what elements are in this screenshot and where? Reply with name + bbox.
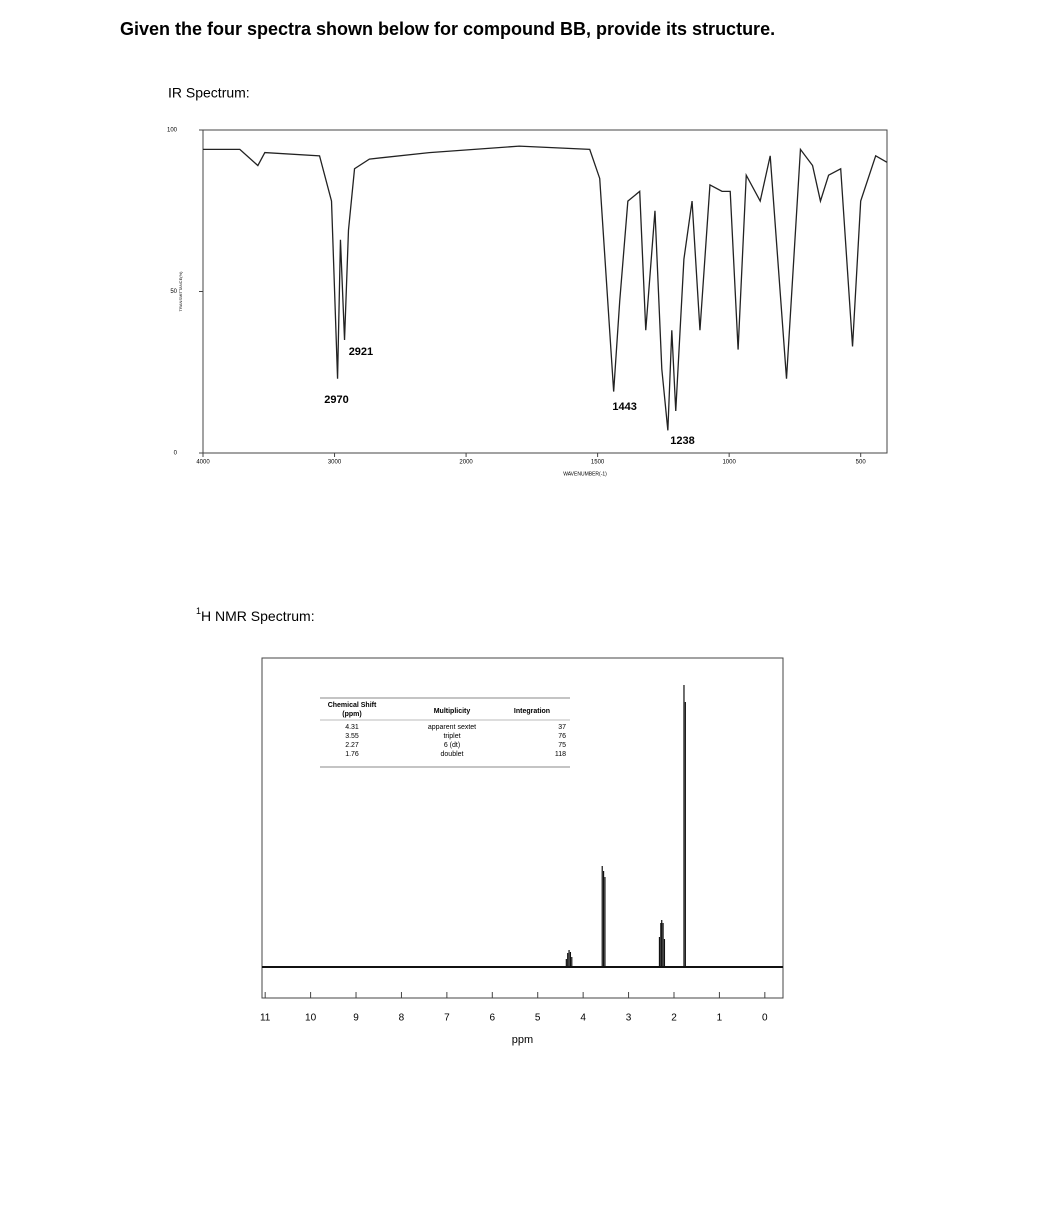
x-tick-label: 3000 [328, 460, 342, 466]
plot-frame [202, 129, 888, 454]
table-cell: 3.55 [345, 733, 359, 740]
x-tick-label: 5 [535, 1013, 541, 1024]
x-tick-label: 6 [490, 1013, 496, 1024]
table-cell: 75 [558, 742, 566, 749]
x-tick-label: 1000 [722, 460, 736, 466]
superscript: 1 [196, 606, 201, 616]
x-tick-label: 1500 [591, 460, 605, 466]
x-tick-label: 10 [305, 1013, 317, 1024]
x-tick-label: 4 [580, 1013, 586, 1024]
y-tick-label: 50 [170, 289, 177, 295]
table-cell: doublet [441, 751, 464, 758]
table-cell: apparent sextet [428, 724, 476, 731]
x-axis-label: ppm [512, 1034, 533, 1046]
x-axis-label: WAVENUMBER(-1) [563, 471, 607, 477]
table-cell: 1.76 [345, 751, 359, 758]
y-tick-label: 100 [167, 128, 178, 134]
ir-heading: IR Spectrum: [168, 85, 250, 101]
table-cell: 4.31 [345, 724, 359, 731]
peak-label: 1443 [612, 401, 636, 413]
x-tick-label: 0 [762, 1013, 768, 1024]
table-cell: 6 (dt) [444, 742, 460, 749]
table-cell: 37 [558, 724, 566, 731]
question: Given the four spectra shown below for c… [120, 19, 775, 39]
x-tick-label: 11 [260, 1013, 271, 1024]
table-cell: triplet [443, 733, 460, 740]
nmr-heading: 1H NMR Spectrum: [196, 606, 315, 623]
x-tick-label: 2 [671, 1013, 677, 1024]
table-header-unit: (ppm) [342, 711, 361, 718]
x-tick-label: 4000 [196, 460, 210, 466]
peak-label: 1238 [670, 435, 694, 447]
x-tick-label: 2000 [459, 460, 473, 466]
y-tick-label: 0 [174, 451, 178, 457]
x-tick-label: 7 [444, 1013, 450, 1024]
y-axis-label: TRANSMITTANCE(%) [178, 271, 183, 312]
table-header: Chemical Shift [328, 702, 377, 709]
table-cell: 76 [558, 733, 566, 740]
x-tick-label: 3 [626, 1013, 632, 1024]
table-header: Multiplicity [434, 708, 471, 715]
ir-trace [203, 145, 888, 431]
peak-label: 2970 [324, 394, 348, 406]
x-tick-label: 1 [717, 1013, 723, 1024]
table-header: Integration [514, 708, 550, 715]
x-tick-label: 500 [856, 460, 867, 466]
peak-label: 2921 [349, 346, 373, 358]
heading-text: H NMR Spectrum: [201, 608, 315, 624]
table-cell: 2.27 [345, 742, 359, 749]
x-tick-label: 9 [353, 1013, 359, 1024]
table-cell: 118 [555, 751, 566, 758]
plot-frame [261, 657, 784, 999]
x-tick-label: 8 [399, 1013, 405, 1024]
